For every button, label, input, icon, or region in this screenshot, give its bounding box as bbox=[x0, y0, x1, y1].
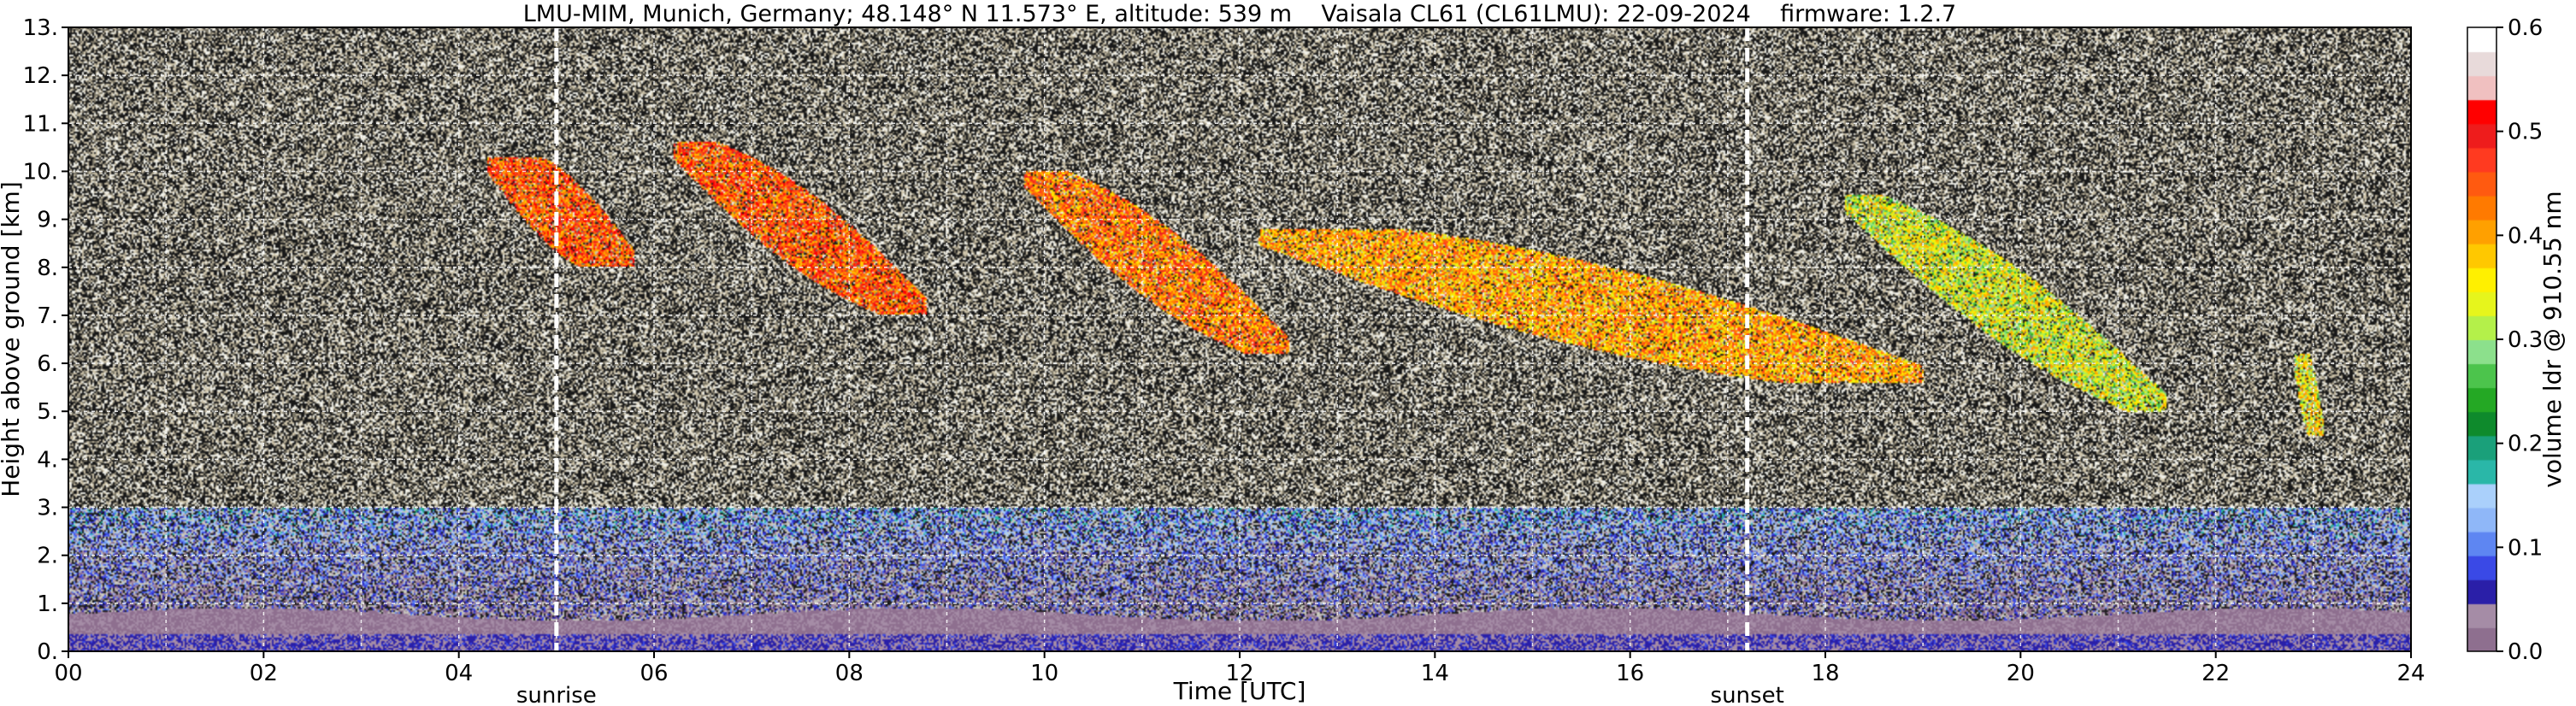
colorbar bbox=[2467, 27, 2496, 651]
x-tick-label: 14 bbox=[1421, 661, 1449, 686]
y-tick-label: 7. bbox=[37, 303, 58, 329]
x-tick-label: 24 bbox=[2396, 661, 2425, 686]
sun-marker-labels: sunrise sunset bbox=[516, 683, 1784, 706]
y-tick-label: 10. bbox=[23, 159, 58, 185]
x-tick-label: 00 bbox=[54, 661, 82, 686]
sun-marker-lines bbox=[554, 27, 1750, 651]
plot-frame bbox=[68, 26, 2412, 652]
colorbar-tick-label: 0.6 bbox=[2508, 15, 2543, 41]
y-tick-label: 11. bbox=[23, 111, 58, 137]
y-tick-label: 4. bbox=[37, 447, 58, 473]
x-axis-ticks: 00 02 04 06 08 10 12 14 16 18 20 22 24 bbox=[54, 651, 2426, 686]
colorbar-tick-label: 0.2 bbox=[2508, 432, 2543, 457]
x-tick-label: 08 bbox=[835, 661, 864, 686]
x-tick-label: 06 bbox=[640, 661, 668, 686]
y-tick-label: 1. bbox=[37, 591, 58, 617]
x-tick-label: 16 bbox=[1616, 661, 1644, 686]
chart-title: LMU-MIM, Munich, Germany; 48.148° N 11.5… bbox=[523, 1, 1957, 27]
x-tick-label: 12 bbox=[1225, 661, 1253, 686]
y-axis-label: Height above ground [km] bbox=[0, 181, 25, 497]
y-tick-label: 6. bbox=[37, 351, 58, 377]
y-tick-label: 3. bbox=[37, 496, 58, 521]
x-tick-label: 02 bbox=[250, 661, 278, 686]
y-tick-label: 0. bbox=[37, 639, 58, 665]
x-tick-label: 20 bbox=[2007, 661, 2035, 686]
sun-marker-label: sunset bbox=[1711, 683, 1784, 706]
y-tick-label: 8. bbox=[37, 256, 58, 281]
colorbar-tick-label: 0.1 bbox=[2508, 535, 2543, 561]
y-axis-ticks: 0. 1. 2. 3. 4. 5. 6. 7. 8. 9. 10. 11. 12. 13. bbox=[23, 15, 68, 665]
y-tick-label: 5. bbox=[37, 399, 58, 425]
x-tick-label: 22 bbox=[2202, 661, 2230, 686]
x-tick-label: 10 bbox=[1030, 661, 1058, 686]
colorbar-tick-label: 0.4 bbox=[2508, 223, 2543, 249]
colorbar-tick-label: 0.0 bbox=[2508, 639, 2543, 665]
x-axis-label: Time [UTC] bbox=[1173, 677, 1306, 705]
y-tick-label: 13. bbox=[23, 15, 58, 41]
colorbar-tick-label: 0.5 bbox=[2508, 120, 2543, 145]
colorbar-label: volume ldr @ 910.55 nm bbox=[2538, 191, 2567, 487]
sun-marker-label: sunrise bbox=[516, 683, 597, 706]
y-tick-label: 9. bbox=[37, 208, 58, 233]
colorbar-frame bbox=[2467, 26, 2497, 652]
colorbar-tick-label: 0.3 bbox=[2508, 327, 2543, 353]
gridlines bbox=[68, 27, 2411, 651]
ldr-heatmap bbox=[68, 27, 2411, 651]
x-tick-label: 04 bbox=[445, 661, 473, 686]
colorbar-ticks: 0.0 0.1 0.2 0.3 0.4 0.5 0.6 bbox=[2496, 15, 2543, 665]
x-tick-label: 18 bbox=[1811, 661, 1839, 686]
y-tick-label: 2. bbox=[37, 544, 58, 569]
y-tick-label: 12. bbox=[23, 63, 58, 89]
